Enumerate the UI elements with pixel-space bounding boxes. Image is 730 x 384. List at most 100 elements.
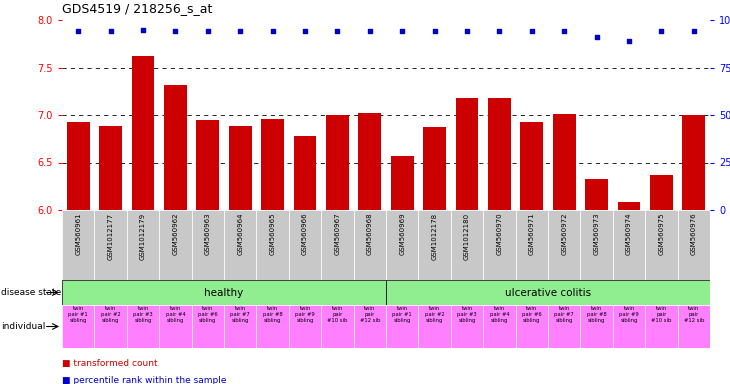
Bar [62, 305, 94, 348]
Text: ■ transformed count: ■ transformed count [62, 359, 158, 368]
Bar [224, 210, 256, 280]
Bar [229, 126, 252, 210]
Text: twin
pair #8
sibling: twin pair #8 sibling [587, 306, 607, 323]
Bar [321, 305, 353, 348]
Bar [159, 305, 191, 348]
Bar [391, 156, 413, 210]
Text: twin
pair #4
sibling: twin pair #4 sibling [166, 306, 185, 323]
Text: GSM560974: GSM560974 [626, 213, 632, 255]
Text: GSM560972: GSM560972 [561, 213, 567, 255]
Bar [677, 305, 710, 348]
Text: GSM560971: GSM560971 [529, 213, 535, 255]
Point [364, 28, 376, 35]
Point [688, 28, 699, 35]
Bar [159, 210, 191, 280]
Bar [645, 305, 677, 348]
Text: twin
pair #7
sibling: twin pair #7 sibling [231, 306, 250, 323]
Bar [289, 210, 321, 280]
Bar [131, 56, 154, 210]
Point [526, 28, 537, 35]
Text: GSM560962: GSM560962 [172, 213, 178, 255]
Text: GSM1012179: GSM1012179 [140, 213, 146, 260]
Text: healthy: healthy [204, 288, 244, 298]
Bar [386, 280, 710, 305]
Bar [94, 305, 127, 348]
Point [169, 28, 181, 35]
Text: GSM560966: GSM560966 [302, 213, 308, 255]
Bar [256, 305, 289, 348]
Text: twin
pair #2
sibling: twin pair #2 sibling [101, 306, 120, 323]
Point [234, 28, 246, 35]
Bar [515, 305, 548, 348]
Bar [386, 305, 418, 348]
Bar [483, 210, 515, 280]
Bar [683, 115, 705, 210]
Text: GSM560976: GSM560976 [691, 213, 697, 255]
Text: GSM560970: GSM560970 [496, 213, 502, 255]
Point [72, 28, 84, 35]
Bar [261, 119, 284, 210]
Text: twin
pair #7
sibling: twin pair #7 sibling [554, 306, 574, 323]
Bar [677, 210, 710, 280]
Text: twin
pair #1
sibling: twin pair #1 sibling [69, 306, 88, 323]
Bar [256, 210, 289, 280]
Bar [94, 210, 127, 280]
Text: twin
pair #8
sibling: twin pair #8 sibling [263, 306, 283, 323]
Bar [127, 210, 159, 280]
Text: twin
pair
#10 sib: twin pair #10 sib [651, 306, 672, 323]
Bar [191, 305, 224, 348]
Text: GSM560963: GSM560963 [205, 213, 211, 255]
Bar [127, 305, 159, 348]
Bar [585, 179, 608, 210]
Bar [224, 305, 256, 348]
Bar [483, 305, 515, 348]
Text: twin
pair
#12 sib: twin pair #12 sib [360, 306, 380, 323]
Bar [618, 202, 640, 210]
Bar [358, 113, 381, 210]
Text: GSM560968: GSM560968 [366, 213, 373, 255]
Bar [418, 210, 451, 280]
Text: twin
pair #4
sibling: twin pair #4 sibling [490, 306, 510, 323]
Bar [321, 210, 353, 280]
Text: twin
pair #2
sibling: twin pair #2 sibling [425, 306, 445, 323]
Bar [580, 305, 612, 348]
Bar [548, 305, 580, 348]
Point [429, 28, 440, 35]
Bar [191, 210, 224, 280]
Text: twin
pair
#12 sib: twin pair #12 sib [683, 306, 704, 323]
Text: GSM560969: GSM560969 [399, 213, 405, 255]
Text: GSM1012180: GSM1012180 [464, 213, 470, 260]
Bar [289, 305, 321, 348]
Text: GDS4519 / 218256_s_at: GDS4519 / 218256_s_at [62, 2, 212, 15]
Text: disease state: disease state [1, 288, 61, 297]
Bar [488, 98, 511, 210]
Point [493, 28, 505, 35]
Bar [423, 127, 446, 210]
Point [558, 28, 570, 35]
Bar [548, 210, 580, 280]
Bar [67, 122, 90, 210]
Bar [612, 305, 645, 348]
Bar [164, 84, 187, 210]
Point [656, 28, 667, 35]
Text: GSM560973: GSM560973 [593, 213, 599, 255]
Text: twin
pair #3
sibling: twin pair #3 sibling [133, 306, 153, 323]
Bar [515, 210, 548, 280]
Bar [645, 210, 677, 280]
Bar [451, 305, 483, 348]
Text: ■ percentile rank within the sample: ■ percentile rank within the sample [62, 376, 226, 384]
Text: GSM1012178: GSM1012178 [431, 213, 437, 260]
Point [266, 28, 278, 35]
Bar [293, 136, 316, 210]
Bar [418, 305, 451, 348]
Text: twin
pair
#10 sib: twin pair #10 sib [327, 306, 347, 323]
Point [591, 34, 602, 40]
Bar [612, 210, 645, 280]
Text: GSM560964: GSM560964 [237, 213, 243, 255]
Text: individual: individual [1, 322, 45, 331]
Text: ulcerative colitis: ulcerative colitis [505, 288, 591, 298]
Bar [99, 126, 122, 210]
Text: GSM1012177: GSM1012177 [107, 213, 114, 260]
Bar [553, 114, 575, 210]
Text: twin
pair #6
sibling: twin pair #6 sibling [198, 306, 218, 323]
